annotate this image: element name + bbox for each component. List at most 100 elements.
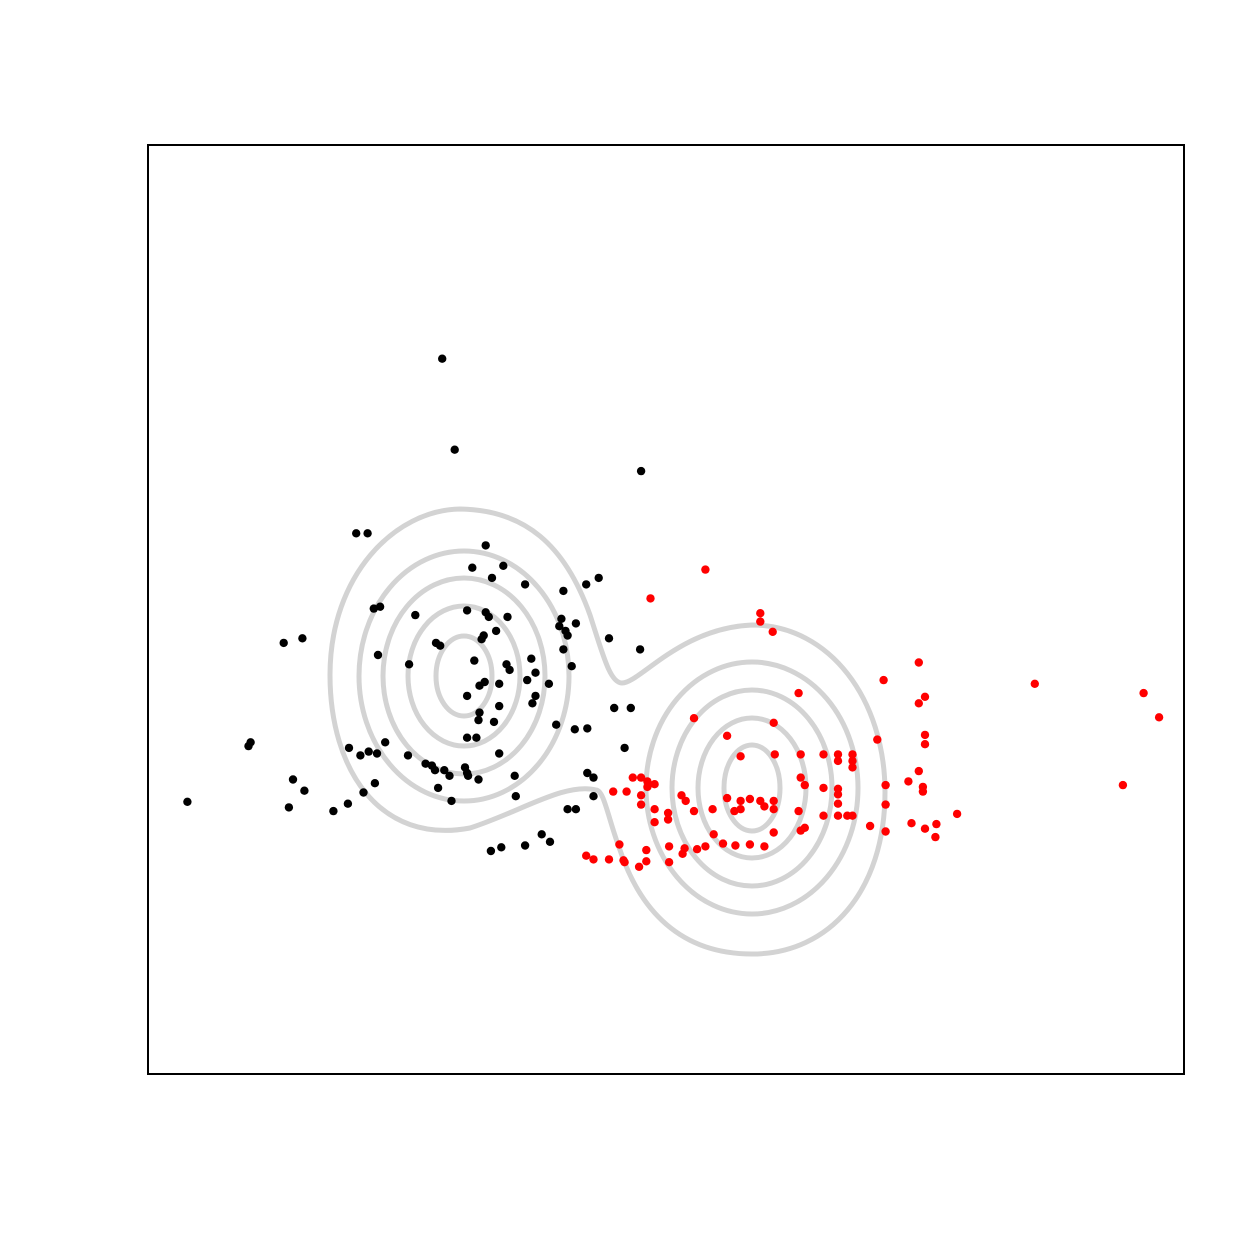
point-s1-70: [364, 747, 373, 756]
point-s2-11: [796, 750, 805, 759]
point-s2-90: [843, 811, 852, 820]
point-s1-49: [489, 717, 499, 727]
point-s1-7: [468, 563, 477, 572]
point-s1-16: [462, 606, 472, 615]
contour-outer: [327, 506, 888, 957]
point-s2-13: [833, 750, 843, 759]
point-s1-39: [462, 691, 472, 701]
point-s2-41: [622, 787, 631, 796]
point-s2-63: [1154, 713, 1164, 722]
point-s2-97: [642, 857, 651, 866]
point-s2-61: [920, 692, 930, 701]
point-s2-79: [833, 811, 843, 820]
point-s2-64: [1139, 688, 1148, 698]
point-s2-75: [769, 828, 778, 837]
point-s2-29: [636, 791, 646, 800]
point-s1-77: [300, 786, 309, 795]
point-s2-58: [879, 675, 888, 685]
point-s2-34: [677, 791, 686, 800]
point-s1-2: [636, 466, 646, 476]
point-s2-74: [760, 842, 769, 851]
point-s1-75: [359, 788, 368, 797]
point-s1-43: [544, 679, 554, 688]
point-s2-71: [718, 839, 728, 848]
point-s1-13: [375, 602, 385, 611]
point-s1-78: [183, 797, 192, 806]
point-s1-11: [594, 573, 603, 583]
point-s2-82: [881, 827, 890, 836]
point-s1-51: [404, 660, 414, 669]
point-s1-101: [433, 783, 443, 793]
point-s2-94: [664, 858, 674, 867]
point-s1-59: [372, 749, 382, 758]
point-s2-24: [736, 796, 745, 806]
point-s2-38: [628, 773, 637, 782]
point-s1-58: [356, 751, 365, 760]
point-s2-56: [833, 756, 843, 766]
point-s2-33: [663, 815, 673, 824]
point-s2-51: [848, 763, 857, 772]
point-s2-42: [650, 780, 659, 789]
point-s2-43: [722, 793, 732, 803]
point-s1-60: [381, 738, 390, 747]
point-s1-81: [329, 806, 338, 816]
point-s2-40: [609, 787, 618, 796]
point-s2-72: [731, 841, 740, 850]
point-s1-99: [531, 691, 540, 701]
point-s2-47: [796, 773, 805, 782]
point-s2-73: [745, 840, 755, 849]
point-s2-45: [745, 794, 755, 804]
point-s1-36: [475, 681, 484, 690]
point-s1-17: [484, 612, 493, 622]
point-s1-88: [589, 773, 598, 782]
point-s1-91: [563, 805, 572, 814]
point-s2-70: [701, 842, 710, 851]
point-s2-83: [907, 819, 916, 828]
point-s2-52: [881, 780, 890, 790]
point-s2-54: [904, 777, 913, 786]
point-s1-38: [567, 662, 576, 671]
point-s1-64: [440, 766, 449, 775]
point-s1-28: [477, 635, 486, 644]
point-s1-0: [438, 354, 447, 363]
contour-right-4: [721, 742, 783, 834]
point-s1-5: [481, 541, 490, 550]
point-s1-26: [561, 626, 570, 636]
point-s1-100: [474, 715, 483, 725]
point-s1-1: [450, 445, 459, 454]
point-s2-0: [646, 594, 655, 603]
point-s2-85: [952, 809, 962, 819]
point-s1-44: [475, 708, 484, 717]
point-s2-101: [582, 851, 591, 860]
point-s1-20: [555, 622, 564, 631]
point-s2-4: [756, 617, 765, 626]
point-s2-57: [873, 735, 882, 744]
point-s2-67: [642, 845, 651, 855]
contour-left-1: [356, 548, 572, 804]
point-s2-8: [736, 752, 745, 761]
density-contours: [327, 506, 888, 957]
point-s2-62: [1030, 679, 1040, 688]
point-s2-68: [664, 842, 674, 851]
plot-frame: [147, 144, 1185, 1075]
point-s1-84: [537, 830, 546, 839]
point-s2-65: [1118, 780, 1128, 790]
point-s2-84: [931, 832, 940, 842]
point-s1-25: [571, 619, 581, 628]
contour-left-4: [433, 633, 495, 719]
point-s1-57: [344, 743, 354, 753]
contour-left-3: [405, 603, 523, 749]
point-s1-46: [472, 733, 481, 742]
point-s1-18: [503, 612, 512, 622]
point-s1-33: [495, 679, 504, 688]
point-s1-82: [545, 837, 555, 846]
point-s1-50: [495, 701, 504, 711]
point-s1-61: [403, 751, 413, 760]
point-s1-40: [604, 634, 614, 643]
point-s2-32: [650, 818, 659, 827]
point-s2-91: [709, 830, 718, 839]
point-s1-48: [552, 720, 561, 729]
point-s1-8: [487, 573, 497, 583]
point-s1-22: [491, 626, 501, 636]
